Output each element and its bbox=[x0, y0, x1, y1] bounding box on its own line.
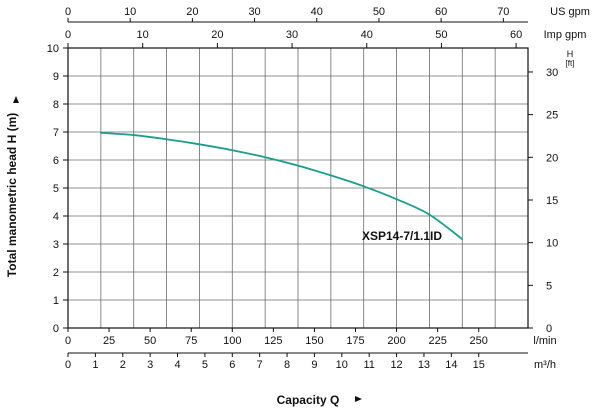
y-right-tick-label: 0 bbox=[546, 323, 552, 335]
x-usgpm-tick-label: 60 bbox=[435, 6, 447, 18]
x-usgpm-unit-label: US gpm bbox=[550, 6, 590, 18]
x-usgpm-tick-label: 50 bbox=[373, 6, 385, 18]
y-left-tick-label: 10 bbox=[47, 43, 59, 55]
x-m3h-unit-label: m³/h bbox=[534, 359, 556, 371]
x-m3h-tick-label: 0 bbox=[65, 359, 71, 371]
x-m3h-tick-label: 5 bbox=[202, 359, 208, 371]
data-point bbox=[395, 198, 398, 200]
y-left-tick-label: 9 bbox=[53, 71, 59, 83]
y-right-tick-label: 10 bbox=[546, 238, 558, 250]
x-lmin-tick-label: 175 bbox=[346, 335, 364, 347]
y-right-unit-label: H bbox=[567, 49, 574, 59]
x-usgpm-tick-label: 0 bbox=[65, 6, 71, 18]
y-left-tick-label: 5 bbox=[53, 183, 59, 195]
data-point bbox=[461, 238, 464, 241]
data-point bbox=[100, 132, 102, 134]
data-point bbox=[362, 185, 365, 188]
grid bbox=[68, 48, 528, 328]
x-usgpm-tick-label: 30 bbox=[248, 6, 260, 18]
x-m3h-tick-label: 14 bbox=[445, 359, 457, 371]
x-lmin-tick-label: 50 bbox=[144, 335, 156, 347]
x-lmin-tick-label: 250 bbox=[470, 335, 488, 347]
x-m3h-tick-label: 13 bbox=[418, 359, 430, 371]
y-left-tick-label: 2 bbox=[53, 267, 59, 279]
x-m3h-tick-label: 7 bbox=[257, 359, 263, 371]
x-usgpm-tick-label: 70 bbox=[497, 6, 509, 18]
x-m3h-tick-label: 6 bbox=[229, 359, 235, 371]
x-lmin-tick-label: 25 bbox=[103, 335, 115, 347]
x-lmin-tick-label: 200 bbox=[387, 335, 405, 347]
x-lmin-tick-label: 150 bbox=[305, 335, 323, 347]
x-m3h-tick-label: 15 bbox=[473, 359, 485, 371]
y-left-tick-label: 1 bbox=[53, 295, 59, 307]
y-right-unit-label: [ft] bbox=[566, 59, 575, 68]
x-axis-title: Capacity Q bbox=[277, 393, 340, 407]
x-lmin-unit-label: l/min bbox=[533, 335, 556, 347]
x-lmin-tick-label: 0 bbox=[65, 335, 71, 347]
x-impgpm-tick-label: 50 bbox=[435, 29, 447, 41]
x-m3h-tick-label: 11 bbox=[363, 359, 374, 371]
data-point bbox=[165, 138, 168, 141]
x-m3h-tick-label: 10 bbox=[336, 359, 348, 371]
x-m3h-tick-label: 4 bbox=[174, 359, 180, 371]
x-impgpm-tick-label: 30 bbox=[286, 29, 298, 41]
x-impgpm-tick-label: 60 bbox=[510, 29, 522, 41]
x-m3h-tick-label: 1 bbox=[92, 359, 98, 371]
x-usgpm-tick-label: 20 bbox=[186, 6, 198, 18]
x-impgpm-tick-label: 0 bbox=[65, 29, 71, 41]
y-left-tick-label: 7 bbox=[53, 127, 59, 139]
x-lmin-tick-label: 125 bbox=[264, 335, 282, 347]
x-impgpm-tick-label: 10 bbox=[137, 29, 149, 41]
x-m3h-tick-label: 8 bbox=[284, 359, 290, 371]
y-right-tick-label: 30 bbox=[546, 67, 558, 79]
x-m3h-tick-label: 2 bbox=[120, 359, 126, 371]
x-impgpm-unit-label: Imp gpm bbox=[544, 29, 587, 41]
data-point bbox=[132, 134, 135, 136]
x-m3h-tick-label: 12 bbox=[390, 359, 402, 371]
series-label: XSP14-7/1.1ID bbox=[362, 229, 442, 243]
y-right-tick-label: 25 bbox=[546, 110, 558, 122]
series bbox=[100, 131, 464, 241]
x-m3h-tick-label: 3 bbox=[147, 359, 153, 371]
data-point bbox=[231, 149, 234, 151]
y-left-tick-label: 8 bbox=[53, 99, 59, 111]
x-lmin-tick-label: 225 bbox=[428, 335, 446, 347]
y-axis-arrow bbox=[13, 96, 19, 103]
data-point bbox=[330, 174, 332, 177]
y-left-tick-label: 0 bbox=[53, 323, 59, 335]
y-right-tick-label: 15 bbox=[546, 195, 558, 207]
x-usgpm-tick-label: 10 bbox=[124, 6, 136, 18]
y-right-tick-label: 5 bbox=[546, 280, 552, 292]
y-left-tick-label: 4 bbox=[53, 211, 59, 223]
y-right-tick-label: 20 bbox=[546, 152, 558, 164]
x-lmin-tick-label: 100 bbox=[223, 335, 241, 347]
y-axis-title: Total manometric head H (m) bbox=[5, 113, 19, 277]
y-left-tick-label: 6 bbox=[53, 155, 59, 167]
x-m3h-tick-label: 9 bbox=[311, 359, 317, 371]
x-usgpm-tick-label: 40 bbox=[311, 6, 323, 18]
x-axis-arrow bbox=[355, 396, 362, 402]
data-point bbox=[264, 156, 266, 158]
x-impgpm-tick-label: 40 bbox=[361, 29, 373, 41]
data-point bbox=[297, 164, 299, 167]
data-point bbox=[428, 213, 431, 216]
x-lmin-tick-label: 75 bbox=[185, 335, 197, 347]
performance-curve bbox=[100, 131, 463, 240]
y-left-tick-label: 3 bbox=[53, 239, 59, 251]
data-point bbox=[198, 143, 201, 146]
x-impgpm-tick-label: 20 bbox=[211, 29, 223, 41]
